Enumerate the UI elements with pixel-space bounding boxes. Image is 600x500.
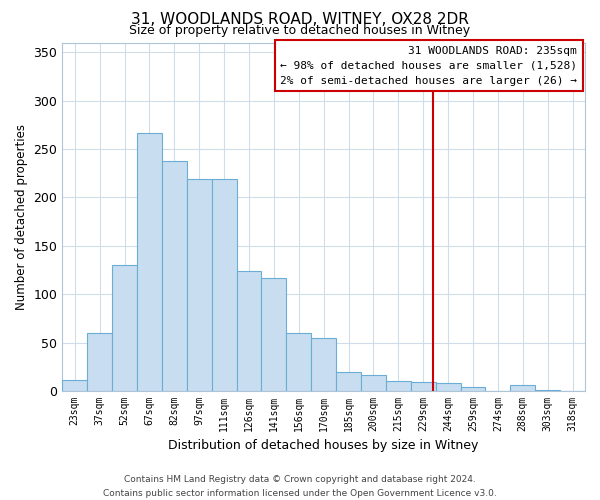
Bar bbox=[262, 278, 286, 391]
Bar bbox=[62, 380, 87, 391]
Bar bbox=[361, 374, 386, 391]
Bar bbox=[137, 132, 162, 391]
Text: Contains HM Land Registry data © Crown copyright and database right 2024.
Contai: Contains HM Land Registry data © Crown c… bbox=[103, 476, 497, 498]
Bar bbox=[386, 382, 411, 391]
Bar bbox=[436, 384, 461, 391]
Bar bbox=[286, 333, 311, 391]
Bar bbox=[336, 372, 361, 391]
Bar bbox=[162, 160, 187, 391]
Bar bbox=[411, 382, 436, 391]
X-axis label: Distribution of detached houses by size in Witney: Distribution of detached houses by size … bbox=[169, 440, 479, 452]
Text: Size of property relative to detached houses in Witney: Size of property relative to detached ho… bbox=[130, 24, 470, 37]
Bar bbox=[511, 385, 535, 391]
Text: 31, WOODLANDS ROAD, WITNEY, OX28 2DR: 31, WOODLANDS ROAD, WITNEY, OX28 2DR bbox=[131, 12, 469, 28]
Bar bbox=[461, 387, 485, 391]
Y-axis label: Number of detached properties: Number of detached properties bbox=[15, 124, 28, 310]
Bar bbox=[311, 338, 336, 391]
Bar bbox=[87, 333, 112, 391]
Bar bbox=[212, 179, 236, 391]
Bar bbox=[112, 265, 137, 391]
Bar bbox=[187, 179, 212, 391]
Text: 31 WOODLANDS ROAD: 235sqm
← 98% of detached houses are smaller (1,528)
2% of sem: 31 WOODLANDS ROAD: 235sqm ← 98% of detac… bbox=[280, 46, 577, 86]
Bar bbox=[236, 271, 262, 391]
Bar bbox=[535, 390, 560, 391]
